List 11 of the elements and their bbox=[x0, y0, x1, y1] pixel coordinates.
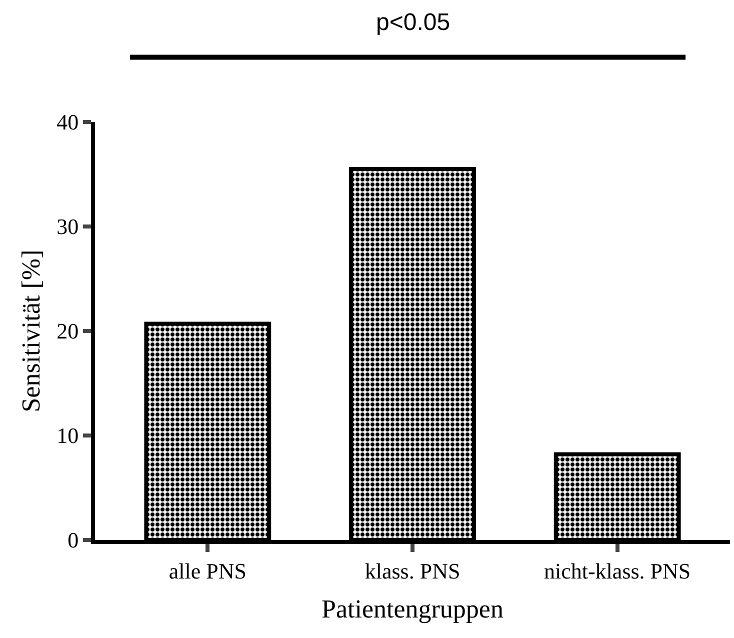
y-tick-label: 20 bbox=[56, 318, 79, 344]
x-axis-title: Patientengruppen bbox=[322, 594, 504, 624]
x-tick-label: alle PNS bbox=[168, 558, 246, 584]
y-axis-title: Sensitivität [%] bbox=[16, 250, 46, 412]
y-tick-label: 10 bbox=[56, 423, 79, 448]
y-tick-label: 40 bbox=[56, 110, 79, 135]
x-tick-label: klass. PNS bbox=[364, 558, 460, 584]
x-tick-label: nicht-klass. PNS bbox=[544, 558, 691, 584]
y-tick-label: 30 bbox=[56, 214, 79, 240]
y-tick-label: 0 bbox=[68, 528, 79, 553]
text: p<0.05 bbox=[376, 9, 450, 36]
